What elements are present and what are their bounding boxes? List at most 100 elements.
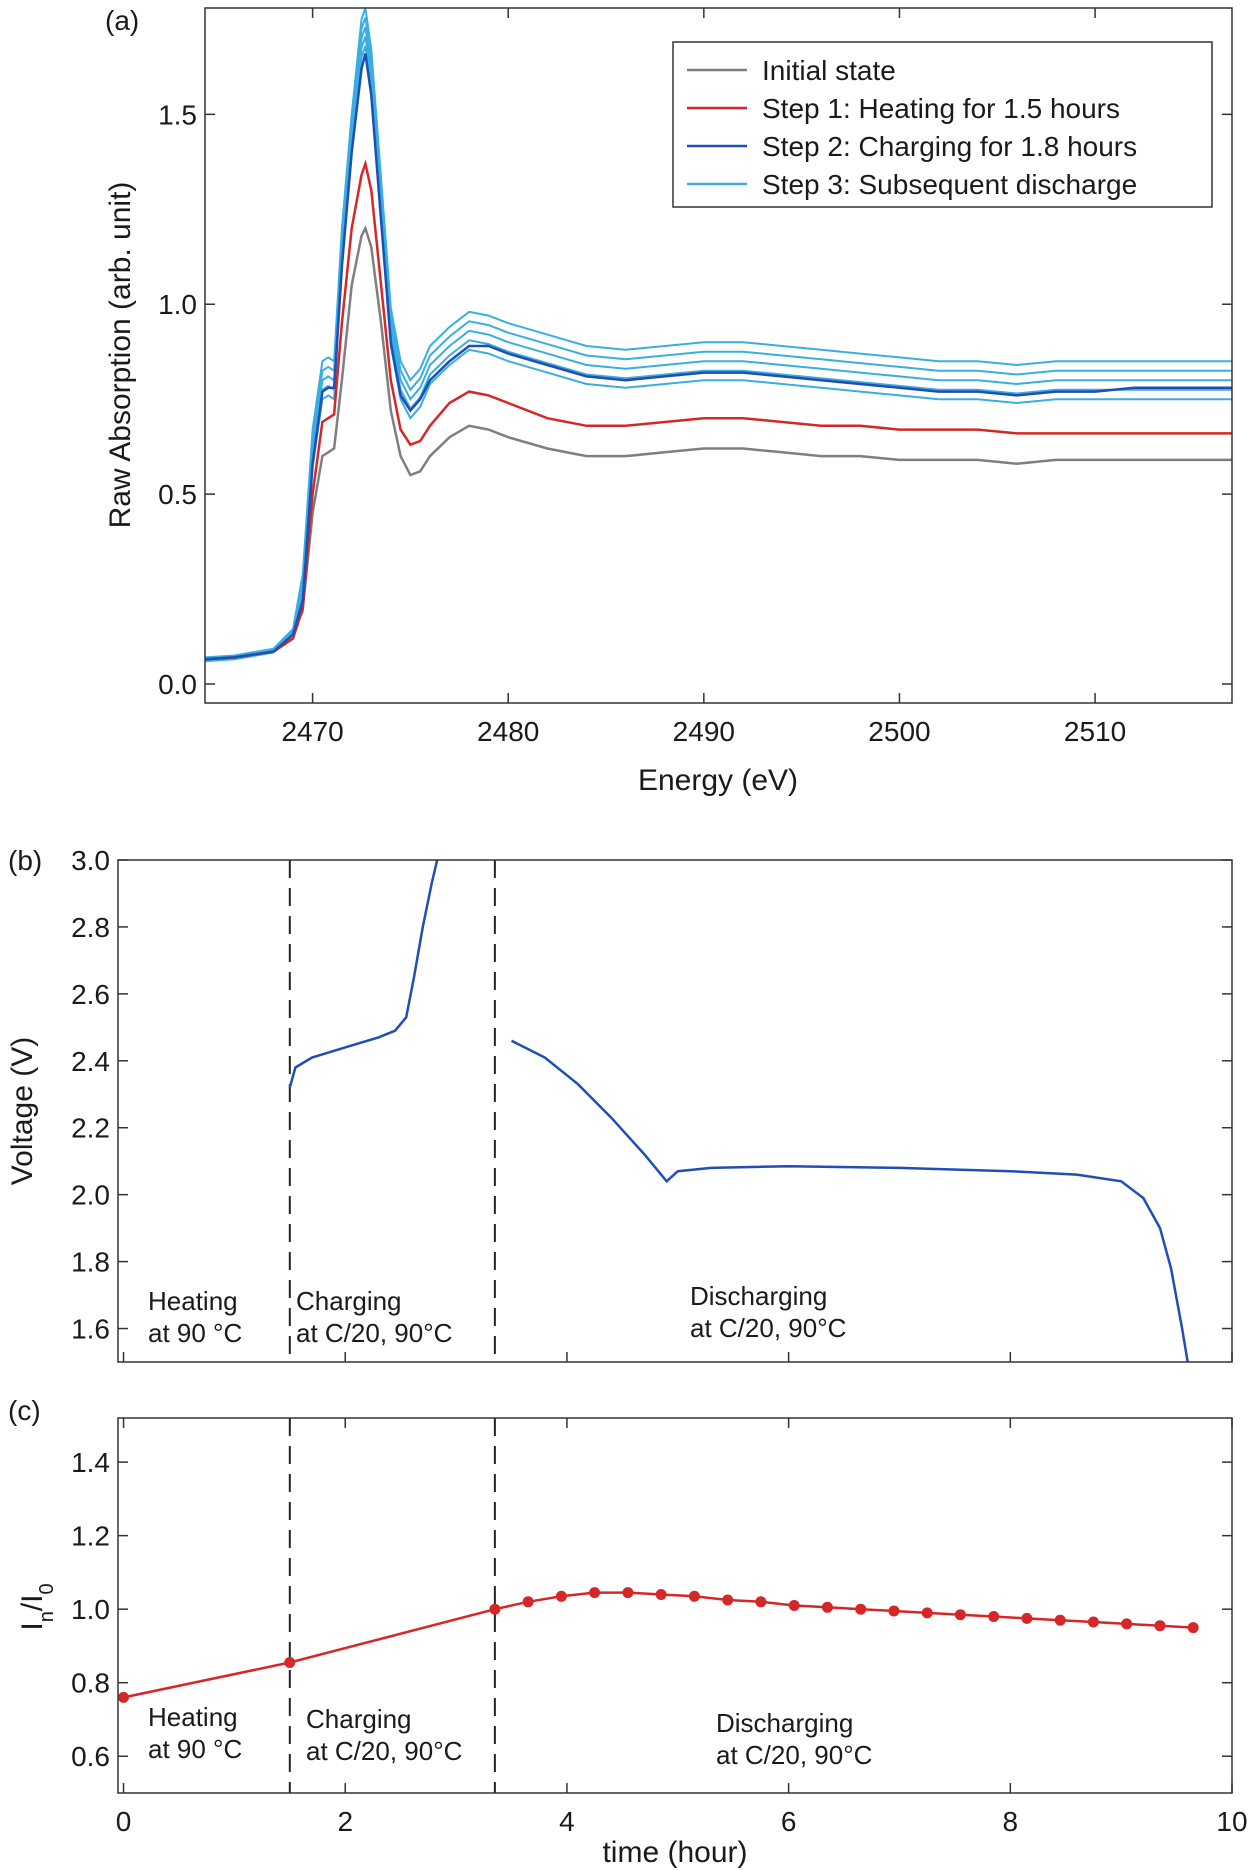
panel-c-y-tick-label: 0.6	[71, 1741, 110, 1772]
panel-b-annotation-2-line-1: at C/20, 90°C	[690, 1313, 846, 1343]
legend-label-step-1: Step 1: Heating for 1.5 hours	[762, 93, 1120, 124]
panel-b-y-tick-label: 2.6	[71, 979, 110, 1010]
panel-b-axes: 1.6 1.8 2.0 2.2 2.4 2.6 2.8 3.0	[71, 845, 1233, 1362]
ratio-data-point	[855, 1603, 867, 1615]
panel-a-y-tick-label: 1.0	[158, 289, 197, 320]
panel-c-x-axis-title: time (hour)	[602, 1836, 747, 1869]
panel-b-y-tick-label: 1.8	[71, 1247, 110, 1278]
series-line-step-3-scan-1	[204, 36, 1232, 662]
panel-c-annotation-1-line-0: Charging	[306, 1704, 412, 1734]
ratio-data-point	[622, 1587, 634, 1599]
legend-box	[672, 41, 1213, 208]
series-line-step-3-scan-3	[204, 17, 1232, 660]
panel-c-x-tick-label: 10	[1216, 1806, 1247, 1837]
ratio-data-point	[888, 1605, 900, 1617]
panel-c-annotation-2-line-1: at C/20, 90°C	[716, 1740, 872, 1770]
panel-b-annotation-0-line-0: Heating	[148, 1286, 238, 1316]
panel-b-frame	[117, 859, 1233, 1363]
panel-c-annotation-0-line-1: at 90 °C	[148, 1734, 242, 1764]
panel-a-x-tick-label: 2500	[868, 716, 930, 747]
panel-c-x-tick-label: 2	[337, 1806, 353, 1837]
voltage-curve-segment-1	[510, 1039, 1189, 1363]
panel-b-y-axis-title: Voltage (V)	[6, 1037, 39, 1185]
panel-b-annotation-1-line-0: Charging	[296, 1286, 402, 1316]
panel-a-label: (a)	[105, 5, 139, 36]
panel-b-y-tick-label: 2.4	[71, 1046, 110, 1077]
series-line-step-3-scan-4	[204, 7, 1232, 659]
panel-b-annotation-0-line-1: at 90 °C	[148, 1318, 242, 1348]
panel-b: (b) 1.6 1.8 2.0 2.2 2.4 2.6 2.8 3.0 Voltage (V)…	[6, 845, 1233, 1363]
panel-b-plot-area	[288, 859, 1189, 1363]
panel-a-x-axis-title: Energy (eV)	[638, 764, 798, 797]
ratio-data-point	[921, 1607, 933, 1619]
ratio-data-point	[1087, 1616, 1099, 1628]
ratio-data-point	[788, 1600, 800, 1611]
ratio-data-point	[688, 1590, 700, 1602]
panel-a-y-axis-title: Raw Absorption (arb. unit)	[104, 182, 137, 529]
ratio-data-point	[954, 1609, 966, 1621]
panel-c-x-tick-label: 4	[559, 1806, 575, 1837]
panel-b-y-tick-label: 2.2	[71, 1113, 110, 1144]
panel-b-label: (b)	[8, 845, 42, 876]
series-line-step-3-scan-0	[204, 45, 1232, 663]
panel-c-plot-area	[118, 1418, 1199, 1793]
ratio-data-point	[988, 1611, 1000, 1622]
panel-b-y-tick-label: 1.6	[71, 1314, 110, 1345]
ratio-line	[123, 1591, 1194, 1699]
ratio-data-point	[1154, 1620, 1166, 1632]
ratio-data-point	[722, 1594, 734, 1606]
ratio-data-point	[1121, 1618, 1133, 1630]
panel-b-y-tick-label: 3.0	[71, 845, 110, 876]
ratio-data-point	[589, 1587, 601, 1599]
panel-a-y-tick-label: 0.5	[158, 479, 197, 510]
legend-label-step-3: Step 3: Subsequent discharge	[762, 169, 1137, 200]
panel-c: (c) 0.6 0.8 1.0 1.2 1.4 0 2 4 6 8 10 time (hour) I…	[8, 1395, 1248, 1869]
panel-a-legend: Initial state Step 1: Heating for 1.5 ho…	[672, 41, 1213, 208]
ratio-data-point	[1187, 1622, 1199, 1634]
series-line-step-1	[204, 159, 1232, 661]
panel-a-x-tick-label: 2510	[1064, 716, 1126, 747]
ratio-data-point	[489, 1603, 501, 1615]
panel-c-axes: 0.6 0.8 1.0 1.2 1.4 0 2 4 6 8 10	[71, 1418, 1248, 1837]
ratio-data-point	[555, 1590, 567, 1602]
panel-c-x-tick-label: 8	[1003, 1806, 1019, 1837]
ratio-data-point	[118, 1691, 129, 1703]
series-line-step-2	[204, 53, 1232, 661]
panel-a-x-tick-label: 2470	[281, 716, 343, 747]
ratio-data-point	[522, 1596, 534, 1608]
panel-a-x-tick-label: 2490	[673, 716, 735, 747]
panel-c-y-axis-title: In/I0	[16, 1583, 58, 1630]
series-line-initial-state	[204, 225, 1232, 661]
legend-label-initial-state: Initial state	[762, 55, 896, 86]
panel-b-annotation-2-line-0: Discharging	[690, 1281, 827, 1311]
panel-c-label: (c)	[8, 1395, 41, 1426]
panel-a-y-tick-label: 0.0	[158, 669, 197, 700]
panel-c-x-tick-label: 0	[116, 1806, 132, 1837]
panel-c-annotation-0-line-0: Heating	[148, 1702, 238, 1732]
voltage-curve-segment-0	[288, 859, 439, 1088]
ratio-data-point	[284, 1657, 296, 1668]
panel-a: (a) 0.0 0.5 1.0 1.5 2470 2480 2490 2500 2510 Ene…	[104, 5, 1233, 797]
panel-c-y-tick-label: 1.2	[71, 1521, 110, 1552]
panel-a-y-tick-label: 1.5	[158, 99, 197, 130]
panel-c-y-tick-label: 1.0	[71, 1594, 110, 1625]
panel-b-y-tick-label: 2.0	[71, 1180, 110, 1211]
panel-a-axes: 0.0 0.5 1.0 1.5 2470 2480 2490 2500 2510	[158, 8, 1232, 747]
panel-b-y-tick-label: 2.8	[71, 912, 110, 943]
ratio-data-point	[1021, 1612, 1033, 1624]
ratio-data-point	[755, 1596, 767, 1608]
panel-c-y-tick-label: 0.8	[71, 1668, 110, 1699]
series-line-step-3-scan-2	[204, 26, 1232, 661]
panel-c-annotation-2-line-0: Discharging	[716, 1708, 853, 1738]
panel-c-y-tick-label: 1.4	[71, 1447, 110, 1478]
panel-a-x-tick-label: 2480	[477, 716, 539, 747]
panel-c-frame	[117, 1417, 1233, 1794]
ratio-data-point	[655, 1589, 667, 1600]
ratio-data-point	[821, 1601, 833, 1613]
panel-b-annotation-1-line-1: at C/20, 90°C	[296, 1318, 452, 1348]
panel-a-frame	[204, 7, 1233, 704]
panel-c-x-tick-label: 6	[781, 1806, 797, 1837]
